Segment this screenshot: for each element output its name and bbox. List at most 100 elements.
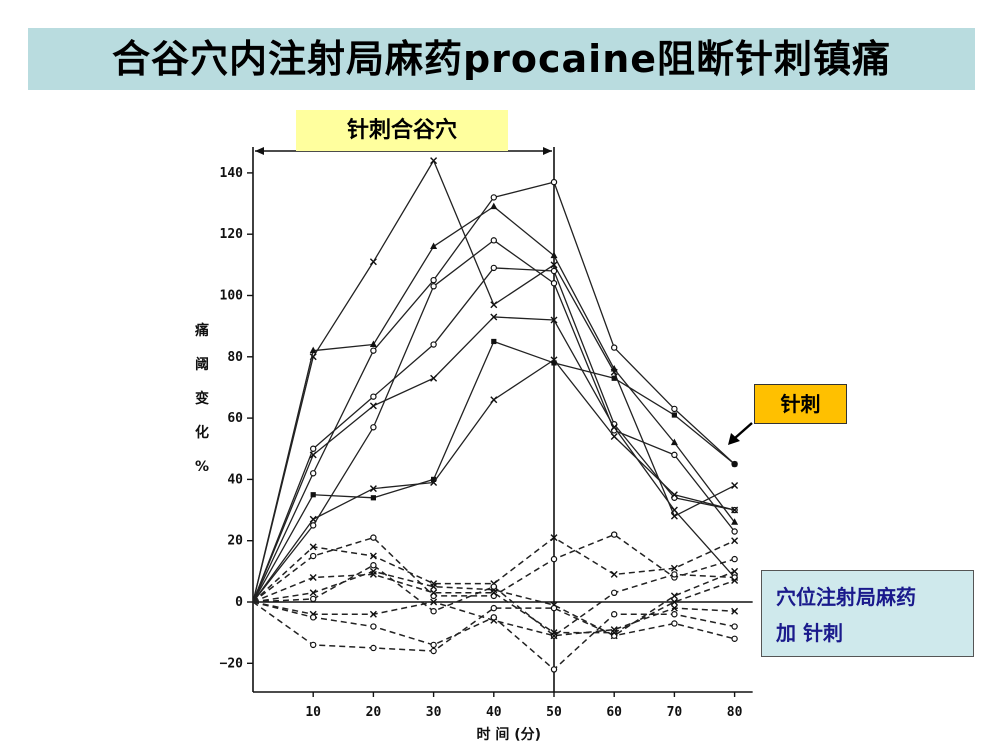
data-point [550, 267, 558, 275]
chart-axes [247, 147, 753, 697]
data-point [670, 438, 678, 446]
data-point [430, 242, 438, 249]
data-point [550, 251, 558, 259]
series-12 [252, 562, 738, 639]
data-point [310, 522, 317, 529]
data-point [430, 641, 437, 649]
anesthetic-block-callout: 穴位注射局麻药 加 针刺 [761, 570, 974, 657]
data-point [430, 583, 438, 591]
y-axis-label-char: 变 [195, 390, 209, 407]
data-point [370, 495, 376, 501]
data-point [310, 595, 317, 603]
data-point [610, 423, 618, 431]
data-point [369, 610, 377, 618]
data-point [671, 405, 678, 413]
data-point [611, 531, 618, 538]
data-point [370, 562, 377, 569]
x-tick-label: 30 [426, 705, 442, 720]
y-axis-label-char: 痛 [194, 322, 209, 339]
data-point [550, 316, 558, 324]
series-15 [252, 601, 738, 655]
data-point [670, 491, 678, 499]
needle-arrowhead-left [255, 147, 264, 155]
y-axis-label-char: 化 [195, 424, 209, 441]
data-point [732, 461, 738, 467]
data-point [550, 261, 558, 269]
series-line [252, 601, 735, 671]
data-point [369, 340, 377, 348]
data-point [610, 570, 618, 578]
data-point [310, 641, 317, 649]
data-point [369, 552, 377, 560]
chart-text: 140 120 100 80 60 40 20 0 −20 10 20 30 40 50 60 70 80 时 间… [194, 166, 743, 743]
data-point [430, 276, 437, 284]
data-point [370, 347, 377, 354]
data-point [430, 589, 438, 597]
data-point [731, 528, 738, 535]
block-callout-line1: 穴位注射局麻药 [776, 585, 916, 609]
data-point [490, 589, 498, 597]
needle-arrowhead-right [543, 147, 552, 155]
callout-arrowhead [728, 433, 740, 445]
data-point [671, 451, 678, 459]
x-tick-label: 10 [305, 705, 321, 720]
data-point [550, 604, 558, 612]
data-point [430, 341, 437, 348]
series-line [252, 601, 735, 652]
series-line [252, 570, 735, 637]
series-7 [252, 338, 738, 603]
data-point [611, 375, 617, 381]
data-point [310, 552, 317, 560]
data-point [610, 629, 618, 637]
series-4 [252, 237, 738, 603]
y-tick-label: 140 [220, 166, 244, 181]
data-point [670, 592, 678, 600]
data-point [370, 644, 377, 652]
data-point [611, 611, 618, 618]
series-11 [252, 567, 739, 640]
y-tick-label: 120 [220, 227, 244, 242]
series-line [252, 316, 736, 603]
title-bar: 合谷穴内注射局麻药procaine阻断针刺镇痛 [28, 28, 975, 90]
series-line [252, 181, 736, 603]
series-line [252, 573, 735, 634]
y-tick-label: 20 [227, 534, 243, 549]
data-point [430, 374, 438, 382]
series-2 [252, 202, 739, 603]
series-1 [252, 157, 739, 603]
series-line [252, 601, 735, 637]
data-point [671, 620, 678, 627]
data-point [611, 589, 618, 597]
data-point [490, 202, 498, 210]
series-line [252, 267, 735, 603]
data-point [731, 506, 739, 514]
data-point [490, 237, 497, 244]
data-point [430, 157, 438, 165]
series-line [252, 536, 735, 603]
data-point [490, 264, 497, 272]
data-point [731, 567, 739, 575]
data-point [369, 402, 377, 410]
data-point [731, 607, 739, 615]
data-point [671, 412, 677, 418]
data-point [610, 365, 618, 372]
data-point [490, 301, 498, 309]
series-line [252, 564, 735, 637]
data-point [309, 543, 317, 551]
data-point [431, 476, 437, 482]
data-point [731, 623, 738, 630]
x-axis-label: 时 间 (分) [477, 726, 542, 743]
data-point [611, 344, 618, 351]
series-3 [252, 178, 738, 603]
y-tick-label: 100 [220, 289, 244, 304]
data-point [490, 583, 497, 590]
x-tick-label: 20 [366, 705, 382, 720]
data-point [370, 534, 377, 541]
data-point [550, 280, 558, 287]
data-point [670, 506, 678, 514]
data-point [369, 485, 377, 493]
data-point [550, 178, 558, 186]
data-point [490, 614, 497, 621]
data-point [731, 555, 738, 563]
data-point [370, 393, 377, 400]
